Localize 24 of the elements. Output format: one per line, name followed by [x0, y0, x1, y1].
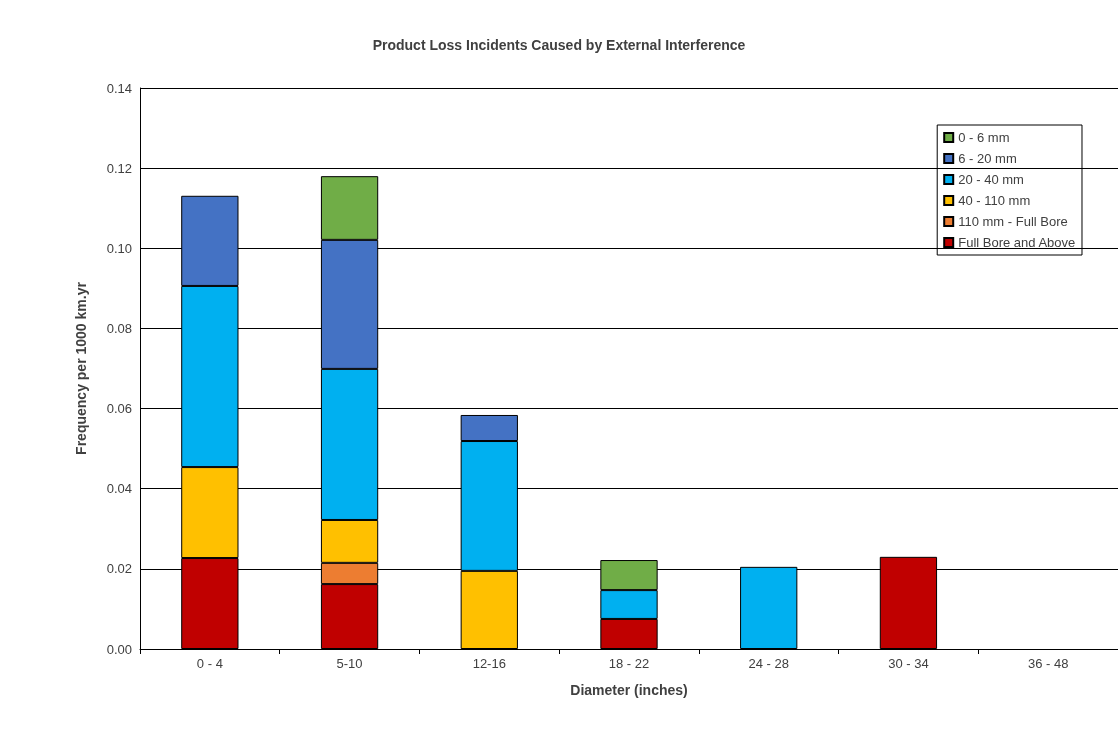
x-tick-label: 36 - 48: [1027, 656, 1069, 671]
y-tick-label: 0.10: [106, 240, 132, 256]
legend-label: 20 - 40 mm: [958, 172, 1024, 187]
y-axis-title: Frequency per 1000 km.yr: [73, 281, 89, 455]
legend-label: Full Bore and Above: [958, 235, 1076, 250]
y-tick-label: 0.14: [106, 80, 132, 96]
x-tick-label: 24 - 28: [748, 656, 789, 671]
x-tick-label: 18 - 22: [608, 656, 650, 671]
chart-title: Product Loss Incidents Caused by External Interference: [372, 37, 746, 53]
y-tick-label: 0.06: [106, 401, 132, 417]
y-tick-label: 0.04: [106, 481, 132, 497]
legend-label: 110 mm - Full Bore: [958, 214, 1068, 229]
x-tick-label: 30 - 34: [888, 656, 929, 671]
y-tick-label: 0.08: [106, 320, 132, 336]
y-tick-label: 0.02: [106, 561, 132, 577]
x-tick-label: 12-16: [472, 656, 506, 671]
x-tick-label: 5-10: [336, 656, 363, 671]
legend-label: 40 - 110 mm: [958, 193, 1031, 208]
y-tick-label: 0.00: [106, 641, 132, 657]
x-tick-label: 0 - 4: [196, 656, 223, 671]
legend-label: 0 - 6 mm: [958, 130, 1010, 145]
y-tick-label: 0.12: [106, 160, 132, 176]
legend-label: 6 - 20 mm: [958, 151, 1017, 166]
x-axis-title: Diameter (inches): [570, 682, 688, 698]
